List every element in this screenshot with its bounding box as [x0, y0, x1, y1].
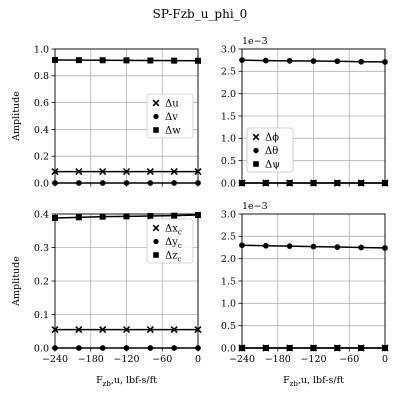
y-tick-label: 0.1 [34, 310, 49, 321]
subplot-3: −240 −180 −120 −60 0 0.0 0.1 0.2 0.3 0.4 Amplitude… [11, 209, 202, 388]
legend: Δϕ Δθ Δψ [246, 127, 294, 173]
y-tick-label: 2.0 [221, 254, 236, 265]
y-tick-label: 2.0 [221, 89, 236, 100]
x-tick-label: −240 [229, 354, 255, 365]
subplot-2: 0.00.51.01.52.02.53.01e−3ΔpΔqΔr [221, 36, 389, 189]
y-tick-label: 1.0 [34, 44, 49, 55]
data-point [99, 213, 106, 220]
data-point [123, 213, 130, 220]
x-tick-label: 0 [382, 354, 388, 365]
data-point [170, 168, 178, 176]
legend-label: Δzc [165, 251, 182, 264]
data-point [146, 168, 154, 176]
data-point [123, 57, 130, 64]
data-point [334, 58, 341, 65]
legend-marker [253, 161, 259, 167]
axis-exponent-label: 1e−3 [242, 36, 268, 47]
x-tick-label: −60 [152, 354, 172, 365]
y-tick-label: 0.0 [221, 343, 236, 354]
legend-marker [152, 224, 160, 232]
data-point [122, 326, 131, 334]
data-point [310, 58, 317, 64]
y-tick-label: 0.2 [34, 152, 49, 163]
x-tick-label: −180 [78, 354, 104, 365]
y-tick-label: 0.0 [34, 343, 49, 354]
data-point [262, 242, 269, 249]
y-tick-label: 0.6 [34, 98, 49, 109]
data-point [170, 326, 178, 334]
data-point [310, 243, 317, 250]
x-tick-label: −60 [339, 354, 359, 365]
data-point [99, 168, 107, 176]
y-axis-label: Amplitude [11, 91, 22, 142]
data-point [262, 57, 269, 64]
x-axis-label: Fzb,u, lbf-s/ft [283, 375, 344, 388]
legend: Δu Δv Δw [146, 93, 194, 139]
y-tick-label: 0.4 [34, 209, 49, 220]
y-tick-label: 3.0 [221, 209, 236, 220]
x-tick-label: 0 [195, 354, 201, 365]
data-point [147, 57, 154, 64]
x-axis-label: Fzb,u, lbf-s/ft [96, 375, 157, 388]
y-tick-label: 0.3 [34, 243, 49, 254]
legend-marker [153, 127, 159, 133]
y-tick-label: 1.5 [221, 111, 236, 122]
legend-label: Δxc [165, 224, 182, 237]
data-point [171, 57, 178, 64]
legend-label: Δyc [165, 237, 182, 250]
y-tick-label: 3.0 [221, 44, 236, 55]
legend-label: Δv [165, 112, 178, 123]
legend-marker [252, 133, 260, 141]
legend-marker [153, 252, 159, 258]
axis-exponent-label: 1e−3 [242, 201, 268, 212]
subplot-1: 0.0 0.2 0.4 0.6 0.8 1.0 Amplitude Δu Δv Δw [11, 44, 202, 189]
data-point [286, 57, 293, 64]
subplot-4: −240 −180 −120 −60 0 0.0 0.5 1.0 1.5 2.0 2.5 3.0 1e−… [221, 127, 389, 388]
y-tick-label: 1.0 [221, 299, 236, 310]
y-axis-label: Amplitude [11, 256, 22, 307]
legend-label: Δθ [265, 146, 278, 157]
figure-title: SP-Fzb_u_phi_0 [153, 7, 248, 21]
data-point [147, 213, 154, 220]
y-tick-label: 1.5 [221, 276, 236, 287]
y-tick-label: 0.0 [34, 178, 49, 189]
legend-label: Δw [165, 126, 181, 137]
x-tick-label: −240 [42, 354, 68, 365]
legend-marker [153, 113, 159, 120]
x-tick-label: −180 [265, 354, 291, 365]
data-point [99, 326, 107, 334]
data-point [171, 212, 178, 219]
y-tick-label: 2.5 [221, 232, 236, 243]
y-tick-label: 0.8 [34, 71, 49, 82]
legend-label: Δu [165, 99, 179, 110]
y-tick-label: 0.0 [221, 178, 236, 189]
y-tick-label: 1.0 [221, 134, 236, 145]
data-point [358, 58, 365, 65]
data-point [75, 168, 83, 176]
y-tick-label: 0.2 [34, 276, 49, 287]
data-point [75, 57, 82, 64]
y-tick-label: 0.4 [34, 125, 49, 136]
data-point [75, 214, 82, 221]
legend-label: Δψ [265, 160, 280, 171]
data-point [99, 57, 106, 64]
y-tick-label: 2.5 [221, 67, 236, 78]
y-tick-label: 0.5 [221, 321, 236, 332]
legend-marker [153, 238, 159, 245]
y-tick-label: 0.5 [221, 156, 236, 167]
data-point [334, 244, 341, 250]
data-point [286, 243, 293, 250]
data-point [358, 244, 365, 251]
data-point [122, 168, 131, 176]
legend-marker [253, 147, 259, 154]
legend-label: Δϕ [265, 133, 279, 144]
legend-marker [152, 99, 160, 107]
x-tick-label: −120 [300, 354, 326, 365]
x-tick-label: −120 [113, 354, 139, 365]
data-point [146, 326, 154, 334]
data-point [75, 326, 83, 334]
